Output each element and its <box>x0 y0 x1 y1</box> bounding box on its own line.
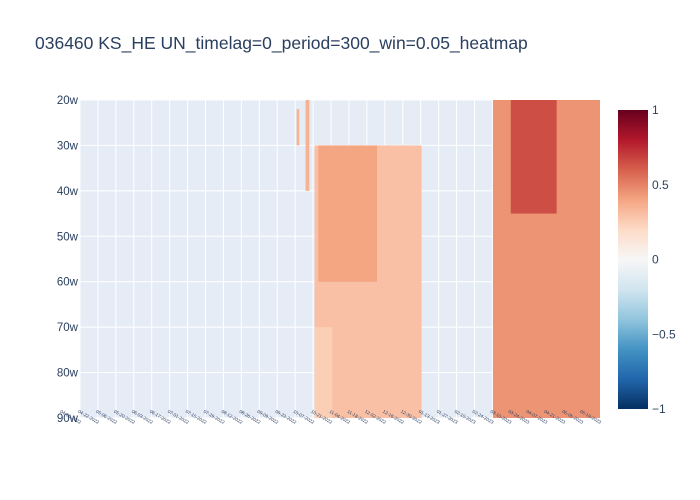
heatmap-cell <box>510 100 557 214</box>
colorbar-tick-label: 1 <box>652 103 659 117</box>
y-tick-label: 80w <box>57 368 79 380</box>
colorbar-ticks: 1 0.5 0 −0.5 −1 <box>652 103 676 416</box>
y-tick-label: 40w <box>57 186 79 198</box>
heatmap-cell <box>314 327 333 418</box>
y-tick-label: 70w <box>57 322 79 334</box>
colorbar <box>618 110 648 409</box>
y-axis-ticks: 20w 30w 40w 50w 60w 70w 80w 90w <box>57 95 79 425</box>
heatmap-cell <box>296 109 300 146</box>
heatmap-cells <box>296 100 600 418</box>
colorbar-tick-label: 0 <box>652 253 659 267</box>
heatmap-cell <box>305 100 310 191</box>
y-tick-label: 60w <box>57 277 79 289</box>
colorbar-tick-label: −1 <box>652 402 666 416</box>
y-tick-label: 50w <box>57 231 79 243</box>
chart-title: 036460 KS_HE UN_timelag=0_period=300_win… <box>35 33 528 53</box>
y-tick-label: 90w <box>57 413 79 425</box>
colorbar-tick-label: 0.5 <box>652 178 669 192</box>
heatmap-cell <box>318 145 377 282</box>
y-tick-label: 20w <box>57 95 79 107</box>
colorbar-tick-label: −0.5 <box>652 327 676 341</box>
y-tick-label: 30w <box>57 140 79 152</box>
